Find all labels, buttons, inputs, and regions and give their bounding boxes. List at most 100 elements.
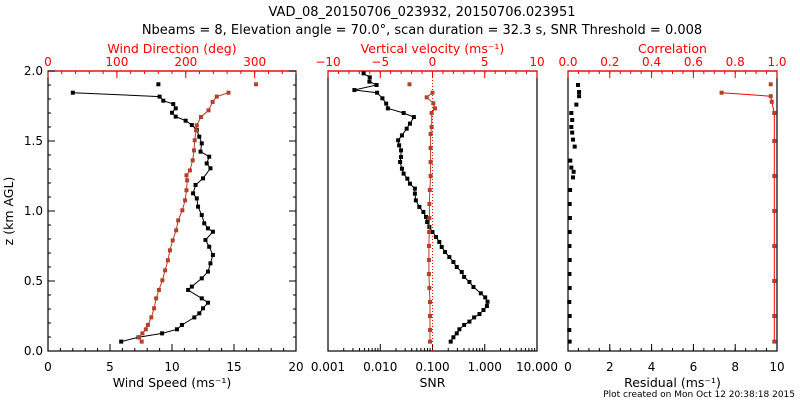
data-point — [443, 250, 448, 255]
data-point — [427, 216, 432, 220]
data-point — [174, 228, 179, 233]
data-point — [437, 239, 442, 244]
data-point — [427, 328, 432, 332]
data-point — [189, 123, 194, 128]
data-point — [197, 311, 202, 316]
data-point — [769, 99, 774, 104]
data-point — [451, 335, 456, 340]
bottom-tick-label: 0 — [44, 360, 52, 374]
series-residual — [567, 83, 582, 344]
data-point — [412, 186, 417, 191]
data-point — [428, 132, 433, 136]
bottom-tick-label: 15 — [226, 360, 241, 374]
data-point — [451, 259, 456, 264]
data-point — [140, 331, 145, 336]
data-point — [454, 331, 459, 336]
bottom-tick-label: 0.100 — [415, 360, 449, 374]
data-point — [154, 296, 159, 301]
data-point — [484, 304, 489, 309]
data-point — [156, 287, 161, 292]
series-vertical-velocity — [407, 82, 438, 344]
bottom-tick-label: 0 — [564, 360, 572, 374]
data-point — [481, 307, 486, 312]
bottom-tick-label: 4 — [648, 360, 656, 374]
data-point — [412, 191, 417, 196]
data-point — [183, 118, 188, 123]
data-point — [398, 160, 403, 164]
data-point — [206, 108, 211, 113]
data-point — [191, 191, 196, 196]
data-point — [207, 244, 212, 249]
data-point — [471, 285, 476, 290]
plot-created-footer: Plot created on Mon Oct 12 20:38:18 2015 — [603, 390, 795, 400]
data-point — [485, 299, 490, 304]
top-tick-label: 1.0 — [767, 55, 786, 69]
y-tick-label: 0.0 — [24, 344, 43, 358]
data-point — [397, 143, 402, 148]
data-point — [569, 111, 574, 115]
top-tick-label: 0 — [429, 55, 437, 69]
data-point — [431, 101, 436, 106]
data-point — [576, 83, 581, 87]
data-point — [426, 244, 431, 248]
data-point — [193, 182, 198, 187]
data-point — [426, 272, 431, 276]
data-point — [772, 209, 777, 213]
data-point — [202, 221, 207, 226]
top-tick-label: 200 — [174, 55, 197, 69]
top-tick-label: −5 — [371, 55, 389, 69]
bottom-tick-label: 20 — [288, 360, 303, 374]
y-tick-label: 1.0 — [24, 204, 43, 218]
data-point — [772, 314, 777, 318]
data-point — [407, 82, 412, 87]
data-point — [567, 230, 572, 234]
top-axis-label: Correlation — [638, 41, 707, 56]
data-point — [198, 149, 203, 154]
data-point — [399, 154, 404, 159]
data-point — [570, 118, 575, 122]
data-point — [428, 146, 433, 150]
data-point — [157, 94, 162, 99]
data-point — [427, 314, 432, 318]
data-point — [719, 90, 724, 95]
data-point — [198, 115, 203, 120]
data-point — [199, 141, 204, 146]
top-tick-label: 5 — [481, 55, 489, 69]
bottom-tick-label: 0.010 — [363, 360, 397, 374]
data-point — [472, 315, 477, 320]
top-tick-label: 0.0 — [558, 55, 577, 69]
data-point — [459, 270, 464, 275]
y-tick-label: 2.0 — [24, 64, 43, 78]
panel-2: 0.001 0.010 0.100 1.000 10.000 −10 −5 0 5 10 SNR Ve… — [311, 41, 558, 390]
data-point — [152, 306, 157, 311]
data-point — [430, 230, 435, 234]
top-axis-label: Wind Direction (deg) — [107, 41, 236, 56]
data-point — [567, 328, 572, 332]
data-point — [433, 106, 438, 111]
data-point — [399, 133, 404, 138]
data-point — [163, 268, 168, 273]
data-point — [179, 322, 184, 327]
series-line — [72, 92, 214, 343]
plot-frame — [567, 70, 778, 352]
data-point — [567, 202, 572, 206]
data-point — [204, 161, 209, 166]
data-point — [208, 261, 213, 266]
data-point — [161, 98, 166, 103]
data-point — [160, 331, 165, 336]
data-point — [424, 95, 429, 100]
data-point — [428, 160, 433, 164]
data-point — [439, 244, 444, 249]
data-point — [477, 312, 482, 317]
data-point — [199, 276, 204, 281]
data-point — [210, 229, 215, 234]
top-tick-label: 0.6 — [684, 55, 703, 69]
data-point — [210, 252, 215, 257]
data-point — [201, 306, 205, 311]
data-point — [577, 94, 582, 99]
bottom-axis-label: Residual (ms⁻¹) — [624, 375, 721, 390]
data-point — [423, 215, 428, 220]
bottom-tick-label: 6 — [690, 360, 698, 374]
data-point — [203, 237, 208, 242]
